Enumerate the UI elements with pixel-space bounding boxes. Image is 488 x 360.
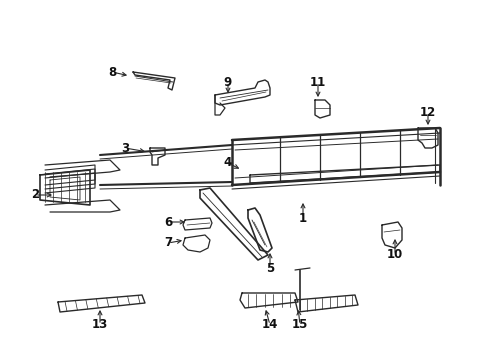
Text: 12: 12 <box>419 105 435 118</box>
Text: 6: 6 <box>163 216 172 229</box>
Text: 1: 1 <box>298 211 306 225</box>
Text: 14: 14 <box>261 319 278 332</box>
Text: 2: 2 <box>31 189 39 202</box>
Text: 8: 8 <box>108 66 116 78</box>
Text: 9: 9 <box>224 76 232 89</box>
Text: 4: 4 <box>224 157 232 170</box>
Text: 11: 11 <box>309 76 325 89</box>
Text: 15: 15 <box>291 319 307 332</box>
Text: 13: 13 <box>92 319 108 332</box>
Text: 7: 7 <box>163 237 172 249</box>
Text: 3: 3 <box>121 141 129 154</box>
Text: 5: 5 <box>265 261 274 274</box>
Text: 10: 10 <box>386 248 402 261</box>
